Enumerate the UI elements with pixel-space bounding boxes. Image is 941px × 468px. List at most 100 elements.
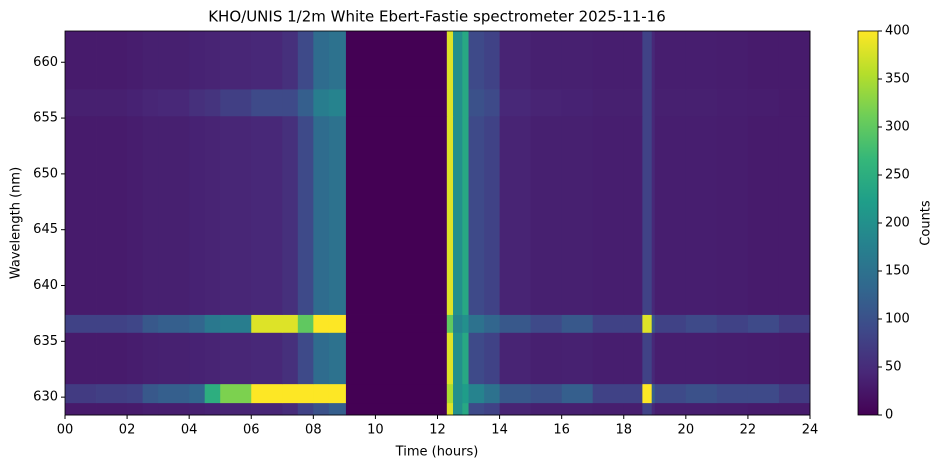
- y-tick-label: 660: [33, 55, 58, 70]
- heatmap-cell: [328, 314, 347, 333]
- heatmap-cell: [453, 89, 463, 117]
- x-tick-label: 20: [678, 423, 695, 438]
- heatmap-cell: [453, 402, 463, 416]
- colorbar-tick-label: 150: [885, 264, 910, 279]
- heatmap-cell: [204, 115, 221, 315]
- heatmap-cell: [468, 31, 485, 90]
- heatmap-cell: [592, 383, 625, 404]
- heatmap-cell: [313, 31, 330, 90]
- heatmap-cell: [623, 383, 643, 404]
- heatmap-cell: [462, 314, 469, 333]
- colorbar-tick-label: 400: [885, 24, 910, 39]
- heatmap-cell: [592, 115, 625, 315]
- heatmap-cell: [282, 89, 299, 117]
- heatmap-cell: [204, 314, 221, 333]
- x-tick-label: 22: [740, 423, 757, 438]
- heatmap-cell: [499, 402, 532, 416]
- heatmap-cell: [716, 31, 749, 90]
- heatmap-cell: [345, 332, 448, 385]
- heatmap-cell: [623, 31, 643, 90]
- heatmap-cell: [561, 31, 594, 90]
- y-tick-label: 640: [33, 278, 58, 293]
- heatmap-cell: [345, 115, 448, 315]
- heatmap-cell: [158, 31, 190, 90]
- heatmap-cell: [499, 383, 532, 404]
- heatmap-cell: [282, 383, 299, 404]
- heatmap-cell: [220, 89, 252, 117]
- heatmap-cell: [778, 31, 811, 90]
- heatmap-cell: [462, 89, 469, 117]
- heatmap-cell: [65, 383, 97, 404]
- heatmap-cell: [96, 332, 128, 385]
- heatmap-cell: [127, 332, 144, 385]
- heatmap-cell: [328, 89, 347, 117]
- heatmap-cell: [747, 332, 780, 385]
- heatmap-cell: [484, 402, 500, 416]
- heatmap-cell: [297, 89, 314, 117]
- heatmap-cell: [158, 89, 190, 117]
- heatmap-cell: [297, 383, 314, 404]
- heatmap-cell: [623, 314, 643, 333]
- heatmap-cell: [623, 332, 643, 385]
- heatmap-cell: [530, 402, 563, 416]
- heatmap-cell: [204, 89, 221, 117]
- heatmap-cell: [220, 31, 252, 90]
- heatmap-cell: [453, 314, 463, 333]
- heatmap-cell: [127, 314, 144, 333]
- heatmap-cell: [127, 383, 144, 404]
- heatmap-cell: [654, 383, 687, 404]
- heatmap-cell: [462, 383, 469, 404]
- heatmap-cell: [142, 115, 159, 315]
- heatmap-cell: [328, 31, 347, 90]
- heatmap-cell: [142, 402, 159, 416]
- heatmap-cell: [189, 314, 206, 333]
- colorbar-tick-label: 350: [885, 72, 910, 87]
- heatmap-cell: [345, 383, 448, 404]
- heatmap-cell: [468, 383, 485, 404]
- heatmap-cell: [654, 89, 687, 117]
- heatmap-cell: [251, 383, 283, 404]
- heatmap-cell: [484, 89, 500, 117]
- heatmap-cell: [328, 402, 347, 416]
- heatmap-cell: [778, 89, 811, 117]
- heatmap-cell: [251, 89, 283, 117]
- heatmap-cell: [446, 314, 454, 333]
- heatmap-cell: [453, 332, 463, 385]
- heatmap-cell: [484, 314, 500, 333]
- heatmap-cell: [220, 115, 252, 315]
- heatmap-cell: [592, 89, 625, 117]
- heatmap-cell: [189, 402, 206, 416]
- x-tick-label: 06: [243, 423, 260, 438]
- heatmap-cell: [297, 332, 314, 385]
- heatmap-cell: [747, 115, 780, 315]
- heatmap-cell: [313, 314, 330, 333]
- heatmap-cell: [96, 115, 128, 315]
- y-tick-label: 630: [33, 390, 58, 405]
- heatmap-cell: [65, 332, 97, 385]
- heatmap-cell: [282, 314, 299, 333]
- colorbar-tick-label: 0: [885, 408, 893, 423]
- heatmap-cell: [462, 31, 469, 90]
- heatmap-cell: [778, 383, 811, 404]
- heatmap-cell: [65, 89, 97, 117]
- heatmap-cell: [685, 314, 718, 333]
- x-tick-label: 00: [57, 423, 74, 438]
- y-tick-label: 650: [33, 166, 58, 181]
- heatmap-cell: [651, 402, 656, 416]
- heatmap-cell: [251, 402, 283, 416]
- heatmap-cell: [747, 89, 780, 117]
- heatmap-cell: [142, 89, 159, 117]
- heatmap-cell: [158, 383, 190, 404]
- heatmap-cell: [96, 402, 128, 416]
- heatmap-cell: [654, 115, 687, 315]
- heatmap-cell: [530, 332, 563, 385]
- heatmap-cell: [716, 383, 749, 404]
- heatmap-cell: [561, 89, 594, 117]
- heatmap-cell: [716, 332, 749, 385]
- x-tick-label: 02: [119, 423, 136, 438]
- heatmap-cell: [297, 402, 314, 416]
- heatmap-cell: [654, 402, 687, 416]
- colorbar: [857, 30, 879, 416]
- heatmap-cell: [297, 31, 314, 90]
